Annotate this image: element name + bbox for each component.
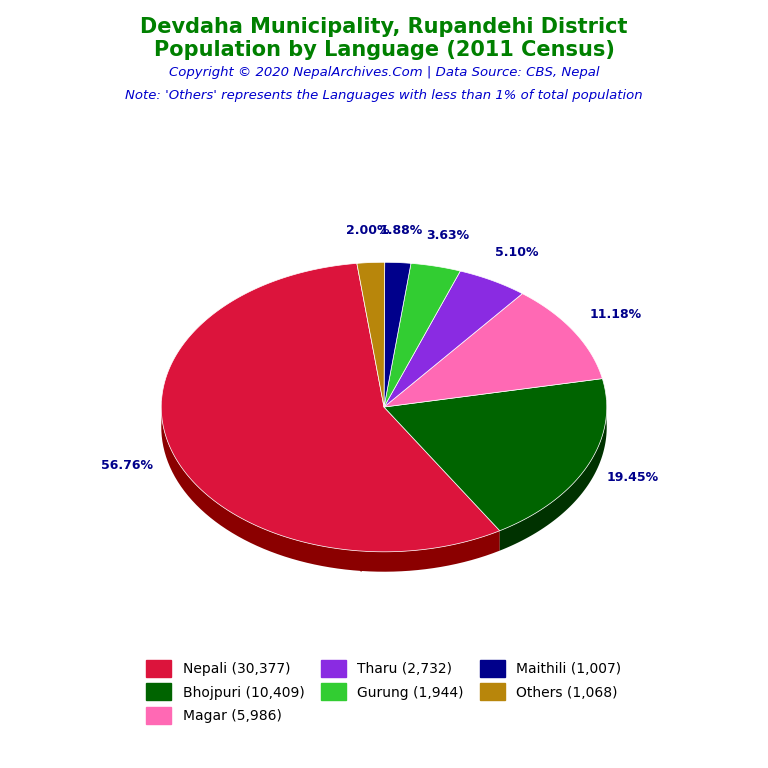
- Polygon shape: [360, 400, 607, 551]
- Text: 1.88%: 1.88%: [379, 224, 422, 237]
- Polygon shape: [357, 263, 385, 407]
- Legend: Nepali (30,377), Bhojpuri (10,409), Magar (5,986), Tharu (2,732), Gurung (1,944): Nepali (30,377), Bhojpuri (10,409), Maga…: [141, 654, 627, 730]
- Text: Copyright © 2020 NepalArchives.Com | Data Source: CBS, Nepal: Copyright © 2020 NepalArchives.Com | Dat…: [169, 67, 599, 79]
- Polygon shape: [161, 401, 500, 571]
- Text: Note: 'Others' represents the Languages with less than 1% of total population: Note: 'Others' represents the Languages …: [125, 90, 643, 102]
- Polygon shape: [500, 400, 607, 551]
- Polygon shape: [384, 293, 602, 407]
- Text: 11.18%: 11.18%: [590, 309, 642, 321]
- Polygon shape: [384, 263, 460, 407]
- Polygon shape: [161, 263, 500, 551]
- Text: 3.63%: 3.63%: [425, 229, 469, 242]
- Polygon shape: [384, 263, 411, 407]
- Text: 56.76%: 56.76%: [101, 458, 154, 472]
- Text: 19.45%: 19.45%: [607, 472, 659, 485]
- Text: 2.00%: 2.00%: [346, 224, 389, 237]
- Polygon shape: [384, 379, 607, 531]
- Text: Population by Language (2011 Census): Population by Language (2011 Census): [154, 40, 614, 60]
- Polygon shape: [384, 271, 522, 407]
- Polygon shape: [161, 401, 500, 571]
- Text: Devdaha Municipality, Rupandehi District: Devdaha Municipality, Rupandehi District: [141, 17, 627, 37]
- Text: 5.10%: 5.10%: [495, 247, 538, 260]
